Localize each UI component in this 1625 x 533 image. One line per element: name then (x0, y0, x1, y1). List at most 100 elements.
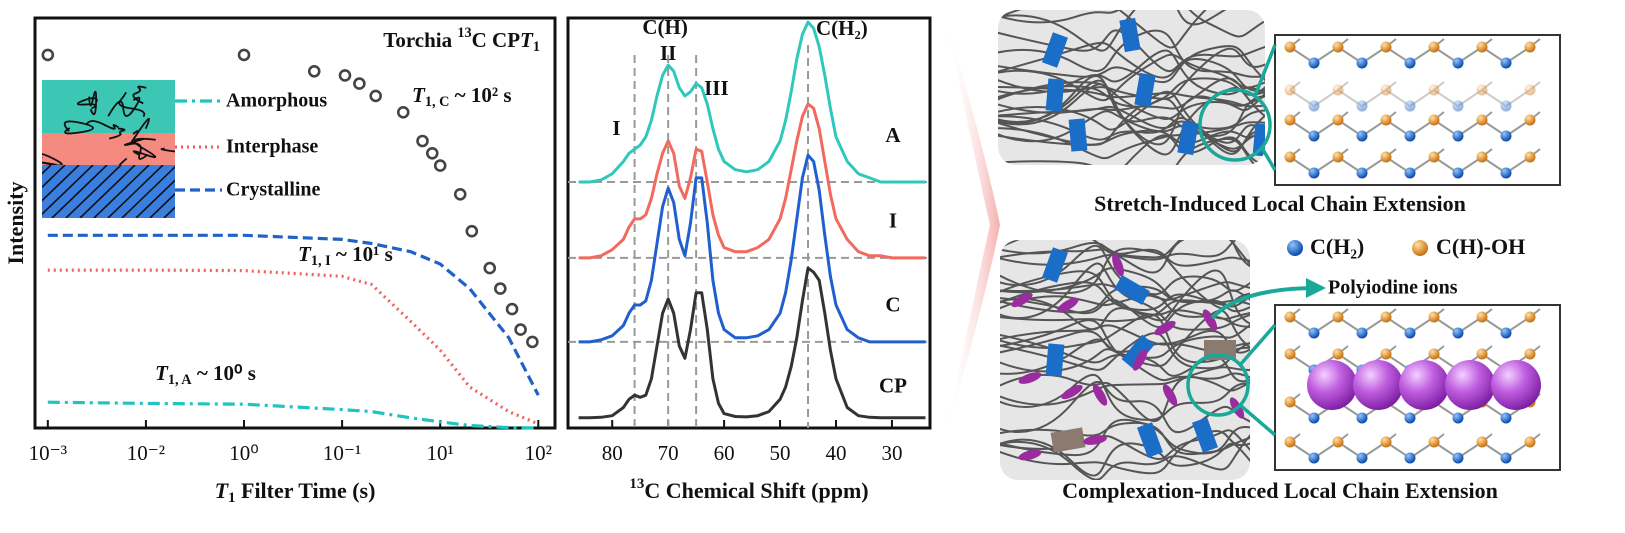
atom (1308, 452, 1320, 464)
legend-label: C(H)-OH (1436, 234, 1525, 259)
atom (1308, 412, 1320, 424)
atom (1332, 348, 1344, 360)
atom (1428, 151, 1440, 163)
stripe (79, 165, 136, 218)
text-run: 13 (629, 476, 644, 492)
annotation: T1, A ~ 10⁰ s (155, 361, 256, 388)
polyiodine-sphere (1445, 360, 1495, 410)
inset-squiggles (42, 85, 175, 165)
atom (1500, 130, 1512, 142)
stripe (42, 165, 80, 202)
text-run: 13 (457, 25, 471, 41)
atom (1380, 84, 1392, 96)
polymer-chain (1000, 373, 1250, 421)
stripe (65, 165, 122, 218)
atom (1380, 311, 1392, 323)
data-point (514, 323, 527, 336)
atom (1332, 436, 1344, 448)
x-tick-label: 80 (602, 441, 623, 465)
atom (1404, 452, 1416, 464)
atom (1404, 327, 1416, 339)
x-tick-label: 10¹ (427, 441, 454, 465)
atom (1452, 167, 1464, 179)
atom (1500, 100, 1512, 112)
atom (1524, 311, 1536, 323)
atom (1284, 436, 1296, 448)
polyiodine-sphere (1353, 360, 1403, 410)
text-run: ~ 10¹ s (331, 242, 393, 266)
stripe (42, 165, 66, 189)
atom (1452, 130, 1464, 142)
atom (1476, 114, 1488, 126)
crystallite (1042, 247, 1068, 283)
polymer-chain (1000, 269, 1250, 331)
squiggle (118, 91, 146, 118)
x-tick-label: 50 (770, 441, 791, 465)
stripe (121, 165, 175, 218)
text-run: 1 (228, 490, 235, 506)
crystallite (1137, 422, 1163, 458)
text-run: Torchia (383, 28, 457, 52)
stripe (149, 192, 175, 218)
polymer-chain (1000, 240, 1250, 272)
atom (1356, 57, 1368, 69)
atom (1356, 412, 1368, 424)
atom (1284, 151, 1296, 163)
atom (1500, 167, 1512, 179)
plot-frame (33, 16, 557, 430)
polymer-chain (998, 83, 1265, 156)
atom (1452, 452, 1464, 464)
callout-arrow (1210, 278, 1326, 320)
crystallite (1252, 123, 1265, 157)
polymer-chain (1000, 240, 1250, 266)
atom (1380, 114, 1392, 126)
atom (1428, 84, 1440, 96)
iodine-ion (1132, 349, 1148, 371)
atom (1476, 311, 1488, 323)
polymer-chain (998, 10, 1265, 52)
polyiodine-sphere (1399, 360, 1449, 410)
fit-curve (47, 268, 539, 426)
legend-label: Interphase (226, 136, 318, 158)
polymer-chain (998, 10, 1265, 38)
atom (1404, 57, 1416, 69)
squiggle (85, 120, 119, 130)
text-run: T (298, 242, 312, 266)
text-run: T (412, 83, 426, 107)
polymer-chain (998, 10, 1265, 49)
atom (1332, 84, 1344, 96)
x-tick-label: 10⁻¹ (323, 441, 361, 465)
iodine-ion (1112, 253, 1124, 277)
atom (1524, 436, 1536, 448)
atom (1428, 114, 1440, 126)
iodine-ion (1083, 435, 1107, 445)
atom (1524, 41, 1536, 53)
squiggle (88, 90, 98, 116)
atom (1356, 452, 1368, 464)
reference-label: C(H₂) (816, 16, 868, 40)
chain-network (1000, 240, 1250, 480)
x-tick-label: 10⁻² (127, 441, 165, 465)
squiggle (124, 137, 149, 160)
reference-label: II (660, 41, 676, 65)
data-point (41, 48, 55, 62)
complex-unit (1050, 427, 1086, 453)
caption: Complexation-Induced Local Chain Extensi… (1062, 478, 1498, 503)
atom (1308, 327, 1320, 339)
polymer-chain (1000, 423, 1250, 480)
atom (1284, 114, 1296, 126)
atom (1308, 130, 1320, 142)
data-point (526, 335, 539, 349)
data-point (465, 224, 479, 238)
atom (1524, 84, 1536, 96)
stripe (163, 206, 175, 218)
x-tick-label: 10⁰ (229, 441, 258, 465)
polymer-chain (1000, 286, 1250, 328)
atom (1380, 41, 1392, 53)
data-point (396, 106, 410, 119)
atom (1500, 327, 1512, 339)
crystallite (1134, 72, 1156, 108)
x-tick-label: 10² (525, 441, 552, 465)
crystallite (1042, 32, 1068, 68)
